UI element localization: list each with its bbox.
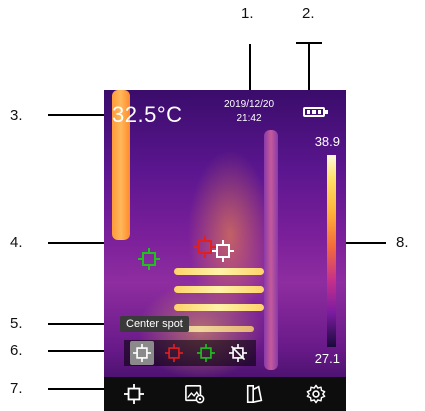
palette-button[interactable] — [242, 381, 268, 407]
pipe-right — [264, 130, 278, 370]
leader-line-7 — [48, 388, 124, 390]
callout-6: 6. — [10, 342, 23, 359]
measure-spot-button[interactable] — [121, 381, 147, 407]
leader-line-5 — [48, 323, 126, 325]
battery-full-icon — [303, 107, 328, 117]
hot-pipe-3 — [174, 304, 264, 311]
cold-spot-button[interactable] — [194, 341, 218, 365]
leader-line-8 — [336, 242, 386, 244]
palette-icon — [247, 385, 263, 403]
crosshair-square-icon — [124, 384, 145, 404]
scale-min-temperature: 27.1 — [314, 351, 340, 366]
settings-button[interactable] — [303, 381, 329, 407]
crosshair-square-icon — [197, 344, 215, 362]
crosshair-square-icon — [133, 344, 151, 362]
cold-spot-marker-icon — [138, 248, 160, 270]
gear-icon — [306, 384, 326, 404]
scale-max-temperature: 38.9 — [314, 134, 340, 149]
callout-4: 4. — [10, 234, 23, 251]
callout-7: 7. — [10, 380, 23, 397]
date-time: 2019/12/20 21:42 — [208, 98, 290, 126]
callout-5: 5. — [10, 315, 23, 332]
hot-pipe-4 — [144, 326, 254, 332]
bottom-toolbar — [104, 377, 346, 411]
callout-8: 8. — [396, 234, 409, 251]
pipe-left — [112, 90, 130, 240]
center-spot-button[interactable] — [130, 341, 154, 365]
crosshair-square-icon — [165, 344, 183, 362]
callout-2: 2. — [302, 5, 315, 22]
tooltip-center-spot: Center spot — [120, 316, 189, 332]
leader-line-2 — [308, 42, 310, 106]
crosshair-square-off-icon — [229, 344, 247, 362]
leader-line-3 — [48, 114, 120, 116]
callout-1: 1. — [241, 5, 254, 22]
leader-line-6 — [48, 350, 130, 352]
callout-3: 3. — [10, 107, 23, 124]
image-gear-icon — [184, 385, 205, 404]
leader-line-1 — [249, 44, 251, 102]
center-spot-marker-icon — [212, 240, 234, 262]
hot-spot-marker-icon — [194, 236, 216, 258]
image-settings-button[interactable] — [182, 381, 208, 407]
date-text: 2019/12/20 — [223, 99, 275, 110]
hot-spot-button[interactable] — [162, 341, 186, 365]
color-scale-bar — [327, 155, 336, 347]
center-temperature: 32.5°C — [112, 102, 183, 127]
spot-off-button[interactable] — [226, 341, 250, 365]
hot-pipe-1 — [174, 268, 264, 275]
time-text: 21:42 — [236, 113, 262, 124]
spot-tool-row — [124, 340, 256, 366]
hot-pipe-2 — [174, 286, 264, 293]
thermal-screen: 32.5°C 2019/12/20 21:42 38.9 27.1 Center… — [104, 90, 346, 411]
